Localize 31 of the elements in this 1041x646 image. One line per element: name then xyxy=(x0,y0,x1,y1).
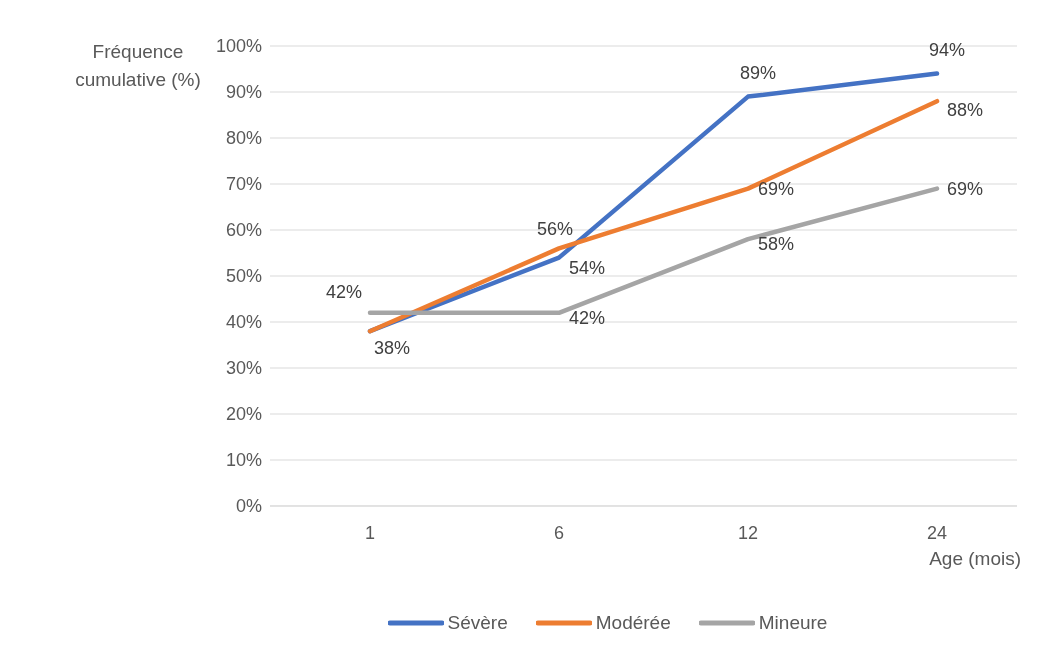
x-axis-title: Age (mois) xyxy=(929,548,1021,570)
y-tick-label: 60% xyxy=(225,220,262,241)
data-label: 54% xyxy=(568,258,606,279)
data-label: 88% xyxy=(946,99,984,120)
y-tick-label: 80% xyxy=(225,128,262,149)
data-label: 89% xyxy=(739,63,777,84)
y-tick-label: 70% xyxy=(225,174,262,195)
y-tick-label: 10% xyxy=(225,450,262,471)
y-tick-label: 100% xyxy=(215,36,262,57)
legend-label: Modérée xyxy=(595,612,671,634)
legend-label: Mineure xyxy=(758,612,828,634)
y-tick-label: 20% xyxy=(225,404,262,425)
data-label: 69% xyxy=(946,179,984,200)
legend-label: Sévère xyxy=(447,612,508,634)
data-label: 38% xyxy=(373,337,411,358)
data-label: 58% xyxy=(757,233,795,254)
data-label: 69% xyxy=(757,179,795,200)
y-tick-label: 30% xyxy=(225,358,262,379)
y-tick-label: 50% xyxy=(225,266,262,287)
x-tick-label: 24 xyxy=(926,522,948,543)
data-label: 94% xyxy=(928,40,966,61)
data-label: 56% xyxy=(536,219,574,240)
data-label: 42% xyxy=(325,281,363,302)
data-label: 42% xyxy=(568,307,606,328)
y-tick-label: 90% xyxy=(225,82,262,103)
y-tick-label: 0% xyxy=(235,496,262,517)
x-tick-label: 1 xyxy=(364,522,376,543)
x-tick-label: 6 xyxy=(553,522,565,543)
x-tick-label: 12 xyxy=(737,522,759,543)
y-tick-label: 40% xyxy=(225,312,262,333)
y-axis-title: Fréquence cumulative (%) xyxy=(75,41,201,90)
